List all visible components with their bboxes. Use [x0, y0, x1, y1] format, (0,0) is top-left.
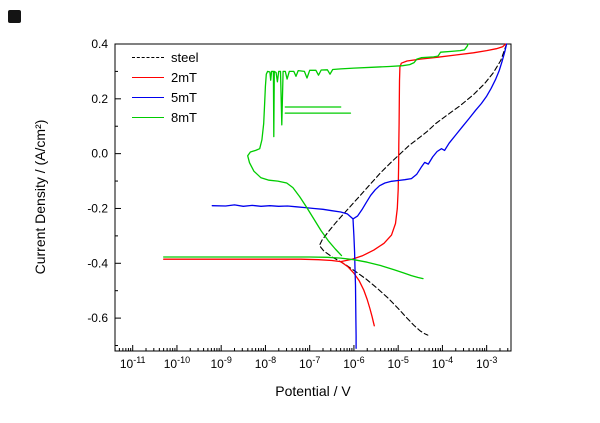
2mT-line-swatch — [132, 76, 164, 78]
svg-text:0.4: 0.4 — [91, 37, 108, 51]
svg-text:0.2: 0.2 — [91, 92, 108, 106]
svg-text:-0.6: -0.6 — [87, 311, 108, 325]
legend-item-2mT: 2mT — [132, 67, 198, 87]
svg-text:10-5: 10-5 — [387, 355, 408, 371]
legend-label-steel: steel — [171, 49, 199, 65]
svg-text:-0.4: -0.4 — [87, 256, 108, 270]
svg-text:10-8: 10-8 — [255, 355, 276, 371]
legend-item-8mT: 8mT — [132, 107, 198, 127]
x-axis-title: Potential / V — [275, 383, 351, 399]
svg-text:10-9: 10-9 — [211, 355, 232, 371]
svg-text:10-11: 10-11 — [120, 355, 146, 371]
legend-label-2mT: 2mT — [171, 69, 197, 85]
svg-text:10-6: 10-6 — [343, 355, 364, 371]
legend-item-5mT: 5mT — [132, 87, 198, 107]
svg-text:0.0: 0.0 — [91, 147, 108, 161]
svg-text:10-4: 10-4 — [432, 355, 453, 371]
svg-text:10-10: 10-10 — [164, 355, 190, 371]
legend-item-steel: steel — [132, 47, 198, 67]
legend: steel 2mT 5mT 8mT — [132, 47, 198, 127]
y-axis-title: Current Density / (A/cm²) — [32, 119, 48, 275]
legend-label-5mT: 5mT — [171, 89, 197, 105]
legend-label-8mT: 8mT — [171, 109, 197, 125]
steel-line-swatch — [132, 56, 164, 58]
svg-text:10-3: 10-3 — [476, 355, 497, 371]
svg-text:10-7: 10-7 — [299, 355, 320, 371]
svg-text:-0.2: -0.2 — [87, 201, 108, 215]
5mT-line-swatch — [132, 96, 164, 98]
8mT-line-swatch — [132, 116, 164, 118]
corner-artifact — [8, 10, 21, 23]
